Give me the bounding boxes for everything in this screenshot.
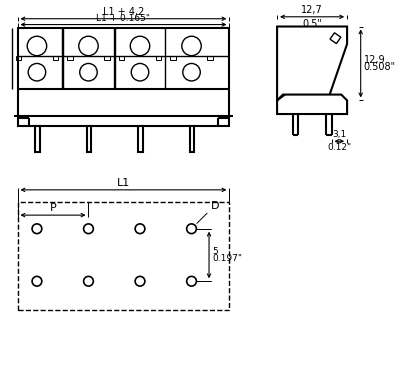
Bar	[67, 56, 73, 60]
Text: L1: L1	[117, 178, 130, 188]
Bar	[138, 126, 143, 152]
Circle shape	[32, 224, 42, 234]
Circle shape	[135, 224, 145, 234]
Text: 0.5": 0.5"	[302, 19, 322, 29]
Text: D: D	[211, 201, 220, 211]
Polygon shape	[277, 26, 347, 101]
Bar	[16, 56, 21, 60]
Circle shape	[183, 63, 200, 81]
Circle shape	[28, 63, 46, 81]
Bar	[119, 56, 124, 60]
Circle shape	[84, 224, 93, 234]
Polygon shape	[330, 33, 341, 44]
Bar	[156, 56, 161, 60]
Circle shape	[182, 36, 201, 56]
Bar	[18, 29, 230, 126]
Bar	[18, 201, 230, 311]
Circle shape	[32, 276, 42, 286]
Polygon shape	[277, 95, 347, 114]
Circle shape	[27, 36, 47, 56]
Circle shape	[80, 63, 97, 81]
Text: 12,9: 12,9	[364, 55, 385, 65]
Bar	[170, 56, 176, 60]
Text: L1 + 4,2: L1 + 4,2	[103, 7, 144, 17]
Text: 3,1: 3,1	[332, 130, 346, 139]
Text: 0.508": 0.508"	[364, 62, 396, 72]
Bar	[86, 126, 91, 152]
Bar	[35, 126, 40, 152]
Bar	[190, 126, 194, 152]
Text: P: P	[50, 203, 56, 213]
Text: 12,7: 12,7	[301, 5, 323, 15]
Text: 0.197": 0.197"	[212, 255, 242, 263]
Bar	[207, 56, 213, 60]
Circle shape	[187, 224, 196, 234]
Circle shape	[131, 63, 149, 81]
Circle shape	[135, 276, 145, 286]
Text: 0.12": 0.12"	[327, 143, 351, 152]
Text: 5: 5	[212, 247, 218, 256]
Circle shape	[84, 276, 93, 286]
Bar	[52, 56, 58, 60]
Bar	[104, 56, 110, 60]
Circle shape	[130, 36, 150, 56]
Circle shape	[79, 36, 98, 56]
Circle shape	[187, 276, 196, 286]
Text: L1 + 0.165": L1 + 0.165"	[96, 14, 150, 23]
